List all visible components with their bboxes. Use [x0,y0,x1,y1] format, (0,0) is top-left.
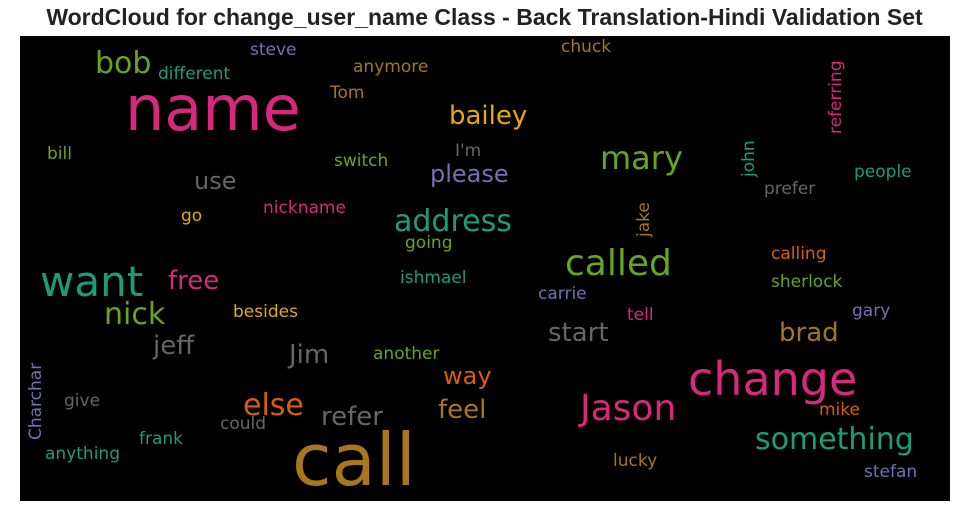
word-referring: referring [828,61,845,135]
word-called: called [565,246,672,282]
word-besides: besides [233,304,298,321]
word-charchar: Charchar [28,363,45,440]
word-lucky: lucky [613,453,657,470]
word-way: way [443,364,492,388]
word-another: another [373,346,439,363]
word-calling: calling [771,246,827,263]
word-refer: refer [321,404,383,430]
word-use: use [194,169,236,193]
word-bailey: bailey [449,103,527,129]
word-jason: Jason [580,391,676,427]
word-please: please [430,162,509,186]
word-call: call [292,424,416,496]
word-go: go [181,208,202,225]
word-sherlock: sherlock [771,274,842,291]
word-mike: mike [819,402,860,419]
word-anymore: anymore [353,59,428,76]
word-carrie: carrie [538,286,587,303]
word-steve: steve [250,42,297,59]
chart-title: WordCloud for change_user_name Class - B… [0,4,969,31]
word-feel: feel [438,397,486,423]
word-start: start [548,320,609,346]
word-im: I'm [455,143,481,160]
word-give: give [64,393,100,410]
word-could: could [220,416,266,433]
word-john: john [741,140,758,177]
word-cloud: name call change want called Jason somet… [20,36,950,501]
word-jim: Jim [289,342,329,368]
word-jake: jake [636,202,653,237]
word-tell: tell [627,307,654,324]
word-bob: bob [95,49,151,79]
word-tom: Tom [330,85,364,102]
word-mary: mary [600,142,683,174]
word-nick: nick [104,300,165,330]
word-frank: frank [139,431,183,448]
word-switch: switch [334,153,388,170]
word-gary: gary [852,303,890,320]
word-different: different [158,66,230,83]
word-people: people [854,164,912,181]
word-change: change [688,356,857,402]
word-bill: bill [47,146,72,163]
word-brad: brad [779,320,839,346]
word-nickname: nickname [263,200,346,217]
word-chuck: chuck [561,39,611,56]
word-ishmael: ishmael [400,270,467,287]
word-going: going [405,235,452,252]
word-something: something [755,425,914,455]
word-stefan: stefan [864,464,917,481]
word-jeff: jeff [153,333,194,359]
word-name: name [125,78,301,140]
word-prefer: prefer [764,181,815,198]
word-free: free [168,268,219,294]
word-anything: anything [45,446,120,463]
